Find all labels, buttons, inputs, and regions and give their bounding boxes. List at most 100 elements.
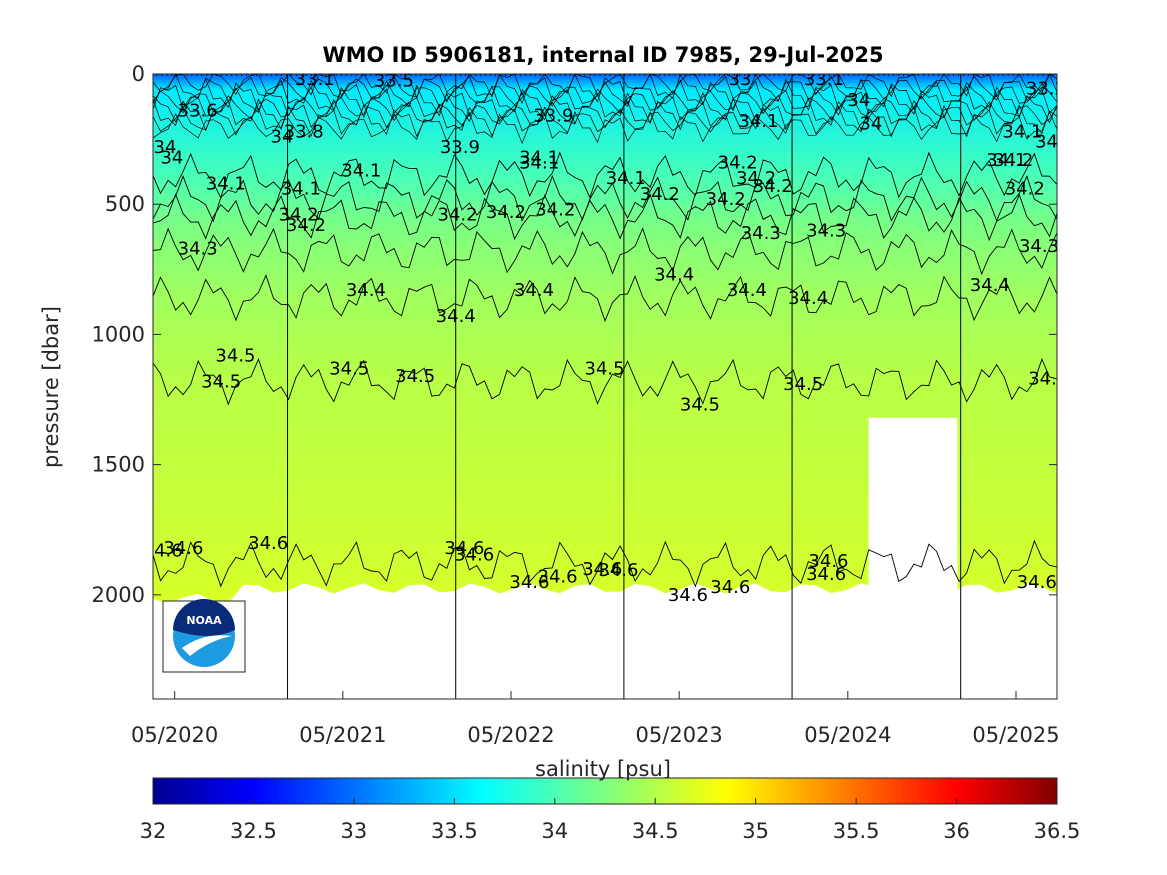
contour-label: 34.4 xyxy=(788,288,828,309)
colorbar-tick-label: 35 xyxy=(742,819,769,843)
y-axis: 0 500 1000 1500 2000 xyxy=(92,62,1057,607)
contour-label: 34.1 xyxy=(606,168,646,189)
noaa-logo-text: NOAA xyxy=(186,614,222,627)
contour-label: 34.6 xyxy=(509,572,549,593)
contour-label: 34.6 xyxy=(444,538,484,559)
contour-label: 34.1 xyxy=(341,160,381,181)
contour-label: 34.6 xyxy=(582,559,622,580)
contour-label: 34.5 xyxy=(215,345,255,366)
contour-label: 34.6 xyxy=(806,564,846,585)
contour-label: 34.1 xyxy=(986,150,1026,171)
contour-label: 34.2 xyxy=(279,205,319,226)
contour-label: 34.4 xyxy=(436,306,476,327)
contour-label: 33 xyxy=(729,69,752,90)
colorbar: salinity [psu] 32 32.5 33 33.5 34 34.5 35 35.5 3… xyxy=(140,757,1081,843)
contour-label: 34.6 xyxy=(1017,572,1057,593)
contour-label: 33.5 xyxy=(374,71,414,92)
colorbar-tick-label: 33.5 xyxy=(431,819,478,843)
y-axis-label: pressure [dbar] xyxy=(39,306,63,468)
contour-label: 34.2 xyxy=(718,153,758,174)
x-tick-label: 05/2022 xyxy=(467,723,554,747)
contour-lines xyxy=(153,74,1057,588)
contour-label: 34.5 xyxy=(783,374,823,395)
contour-line xyxy=(153,151,1057,200)
contour-label: 34.2 xyxy=(753,176,793,197)
contour-label: 34.2 xyxy=(535,199,575,220)
colorbar-tick-label: 34.5 xyxy=(632,819,679,843)
colorbar-tick-label: 32.5 xyxy=(230,819,277,843)
contour-label: 34.2 xyxy=(286,215,326,236)
x-axis: 05/2020 05/2021 05/2022 05/2023 05/2024 05/20… xyxy=(131,691,1060,747)
contour-label: 33.1 xyxy=(804,69,844,90)
contour-label: 34.2 xyxy=(438,205,478,226)
contour-label: 34 xyxy=(154,137,177,158)
x-tick-label: 05/2020 xyxy=(131,723,218,747)
contour-label: 34.6 xyxy=(598,560,638,581)
contour-label: 34.1 xyxy=(519,147,559,168)
contour-line xyxy=(153,77,1057,112)
contour-label: 34.6 xyxy=(538,567,578,588)
y-tick-label: 500 xyxy=(105,192,145,216)
year-boundary-lines xyxy=(287,74,962,699)
contour-label: 34.4 xyxy=(727,280,767,301)
contour-label: 34.5 xyxy=(201,371,241,392)
contour-line xyxy=(153,103,1057,138)
contour-label: 34.2 xyxy=(706,189,746,210)
contour-label: 34.4 xyxy=(514,280,554,301)
contour-label: 34.2 xyxy=(993,150,1033,171)
contour-label: 34.3 xyxy=(741,223,781,244)
contour-label: 34.6 xyxy=(143,541,183,562)
contour-label: 33.1 xyxy=(295,69,335,90)
chart-title: WMO ID 5906181, internal ID 7985, 29-Jul… xyxy=(322,43,883,67)
colorbar-tick-label: 35.5 xyxy=(833,819,880,843)
y-tick-label: 1000 xyxy=(92,322,145,346)
contour-label: 34.1 xyxy=(1002,121,1042,142)
contour-label: 34.4 xyxy=(346,280,386,301)
contour-label: 34 xyxy=(847,90,870,111)
colorbar-tick-label: 32 xyxy=(140,819,167,843)
contour-label: 34.6 xyxy=(668,585,708,606)
contour-label: 34.3 xyxy=(1019,236,1059,257)
contour-label: 34.5 xyxy=(329,358,369,379)
contour-label: 33.9 xyxy=(533,106,573,127)
contour-label: 34.6 xyxy=(163,538,203,559)
colorbar-ramp xyxy=(152,777,1058,805)
contour-line xyxy=(153,91,1057,125)
contour-label: 34.6 xyxy=(808,551,848,572)
contour-label: 34.2 xyxy=(640,184,680,205)
contour-label: 34 xyxy=(271,127,294,148)
noaa-logo: NOAA xyxy=(162,599,246,673)
colorbar-ticks: 32 32.5 33 33.5 34 34.5 35 35.5 36 36.5 xyxy=(140,798,1080,843)
contour-label: 34.5 xyxy=(680,395,720,416)
contour-label: 34.1 xyxy=(1035,132,1075,153)
contour-label: 34.4 xyxy=(970,275,1010,296)
contour-label: 34.6 xyxy=(710,577,750,598)
y-tick-label: 2000 xyxy=(92,583,145,607)
contour-line xyxy=(153,274,1057,323)
colorbar-tick-label: 34 xyxy=(541,819,568,843)
contour-label: 34.2 xyxy=(1005,179,1045,200)
contour-label: 34 xyxy=(859,113,882,134)
contour-line xyxy=(153,539,1057,588)
contour-label: 33.9 xyxy=(440,137,480,158)
contour-label: 34.1 xyxy=(206,173,246,194)
contour-label: 33.6 xyxy=(178,100,218,121)
contour-line xyxy=(153,74,1057,105)
x-tick-label: 05/2024 xyxy=(804,723,891,747)
contour-label: 34 xyxy=(160,147,183,168)
colorbar-tick-label: 33 xyxy=(341,819,368,843)
contour-label: 34.6 xyxy=(454,544,494,565)
x-tick-label: 05/2025 xyxy=(972,723,1059,747)
contour-line xyxy=(153,84,1057,119)
y-tick-label: 0 xyxy=(132,62,145,86)
y-tick-label: 1500 xyxy=(92,453,145,477)
contour-label: 34.5 xyxy=(585,358,625,379)
data-gap xyxy=(868,417,958,699)
contour-label: 34.2 xyxy=(486,202,526,223)
contour-label: 34.4 xyxy=(654,265,694,286)
contour-label: 34.5 xyxy=(1028,369,1068,390)
contour-label: 33.2 xyxy=(1026,78,1066,99)
